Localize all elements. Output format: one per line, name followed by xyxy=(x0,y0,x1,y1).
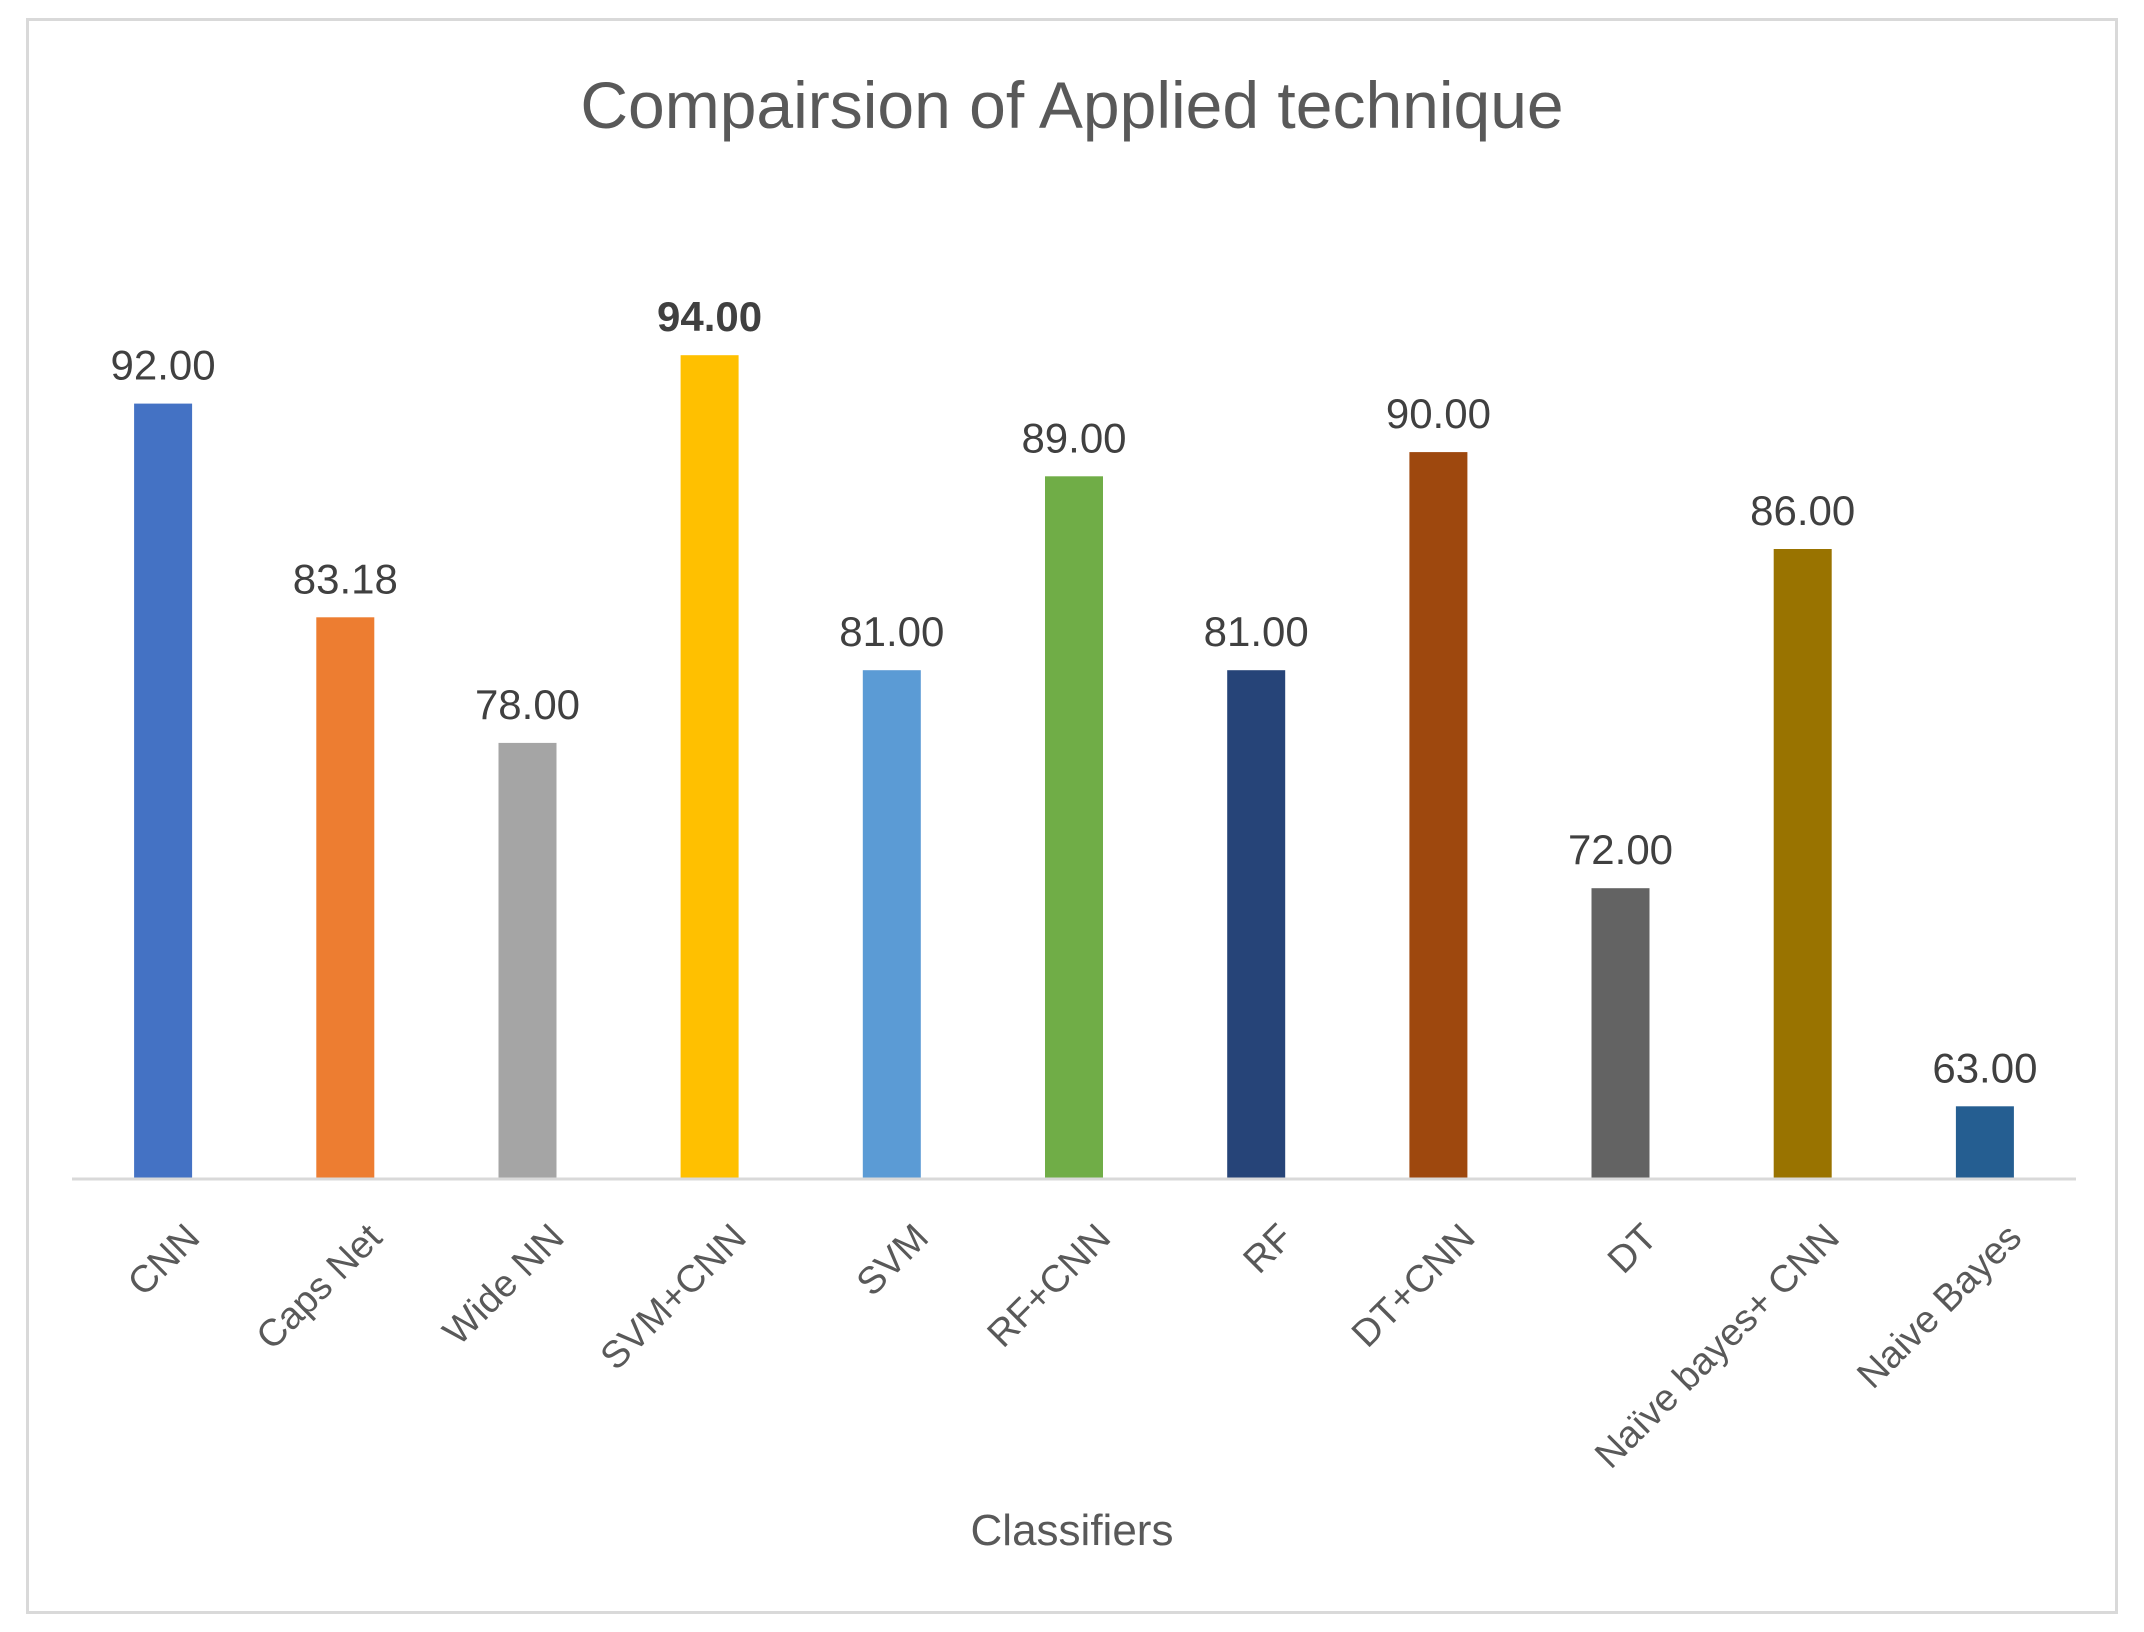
bar-caps-net xyxy=(316,617,375,1179)
data-label: 83.18 xyxy=(293,555,398,602)
data-label: 90.00 xyxy=(1386,390,1491,437)
x-tick-label: Naive Bayes xyxy=(1849,1216,2030,1397)
data-label: 86.00 xyxy=(1750,487,1855,534)
data-label: 72.00 xyxy=(1568,826,1673,873)
tick-labels-layer: CNN Caps Net Wide NN SVM+CNN SVM RF+CNN RF DT+C… xyxy=(120,1216,2030,1477)
bar-cnn xyxy=(134,403,193,1180)
bar-svm xyxy=(862,670,921,1179)
chart-title: Compairsion of Applied technique xyxy=(580,68,1563,142)
data-label: 92.00 xyxy=(111,342,216,389)
data-label: 81.00 xyxy=(1204,608,1309,655)
data-label: 81.00 xyxy=(839,608,944,655)
bar-dt-cnn xyxy=(1409,452,1468,1180)
bars-layer xyxy=(134,355,2014,1180)
bar-naive-bayes xyxy=(1955,1106,2014,1179)
x-tick-label: RF xyxy=(1236,1216,1302,1282)
value-labels-layer: 92.00 83.18 78.00 94.00 81.00 89.00 81.00 90.00… xyxy=(111,293,2038,1091)
x-tick-label: Caps Net xyxy=(249,1216,391,1358)
bar-na-ve-bayes-cnn xyxy=(1773,549,1832,1179)
data-label: 94.00 xyxy=(657,293,762,340)
x-tick-label: SVM xyxy=(849,1216,937,1304)
x-tick-label: SVM+CNN xyxy=(593,1216,755,1378)
bar-rf xyxy=(1227,670,1286,1179)
x-tick-label: RF+CNN xyxy=(980,1216,1119,1355)
data-label: 63.00 xyxy=(1932,1044,2037,1091)
x-axis-title: Classifiers xyxy=(971,1506,1174,1555)
bar-wide-nn xyxy=(498,742,557,1179)
x-tick-label: Wide NN xyxy=(435,1216,572,1353)
data-label: 89.00 xyxy=(1021,414,1126,461)
bar-svm-cnn xyxy=(680,355,739,1179)
bar-dt xyxy=(1591,888,1650,1179)
x-tick-label: DT+CNN xyxy=(1344,1216,1483,1355)
x-tick-label: DT xyxy=(1600,1216,1666,1282)
x-tick-label: CNN xyxy=(120,1216,208,1304)
bar-rf-cnn xyxy=(1045,476,1103,1179)
data-label: 78.00 xyxy=(475,681,580,728)
